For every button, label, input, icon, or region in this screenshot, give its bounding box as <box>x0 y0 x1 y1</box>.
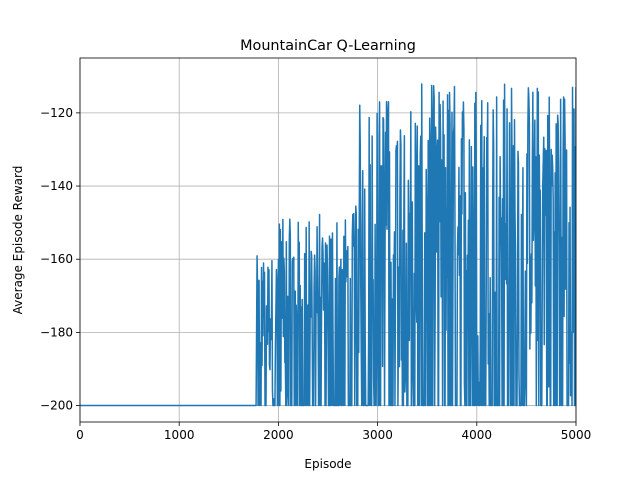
x-tick-label: 2000 <box>263 428 294 442</box>
y-axis-label: Average Episode Reward <box>11 166 25 315</box>
chart-title: MountainCar Q-Learning <box>240 38 416 54</box>
y-tick-label: −120 <box>40 106 73 120</box>
x-tick-label: 1000 <box>164 428 195 442</box>
y-tick-label: −140 <box>40 179 73 193</box>
reward-series-line <box>80 83 576 407</box>
y-tick-label: −180 <box>40 325 73 339</box>
axis-ticks: 0 1000 2000 3000 4000 5000 −200 −180 −160 −140 −12… <box>40 106 591 442</box>
y-tick-label: −200 <box>40 399 73 413</box>
x-tick-label: 0 <box>76 428 84 442</box>
x-tick-label: 4000 <box>462 428 493 442</box>
plot-frame <box>79 57 577 423</box>
series-reward <box>80 83 576 407</box>
x-axis-label: Episode <box>304 457 351 471</box>
y-tick-label: −160 <box>40 252 73 266</box>
x-tick-label: 5000 <box>561 428 592 442</box>
x-tick-label: 3000 <box>362 428 393 442</box>
